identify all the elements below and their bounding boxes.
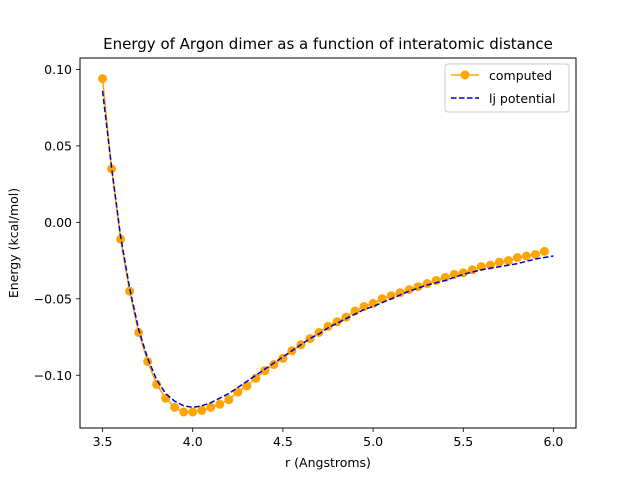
data-point: [179, 407, 189, 417]
data-point: [143, 356, 153, 366]
x-tick-label: 4.5: [273, 434, 293, 449]
data-point: [224, 395, 234, 405]
data-point: [215, 399, 225, 409]
legend-computed-marker: [460, 70, 470, 80]
data-point: [98, 74, 108, 84]
data-point: [314, 327, 324, 337]
data-point: [431, 275, 441, 285]
data-point: [161, 393, 171, 403]
legend-lj-label: lj potential: [489, 91, 556, 106]
data-point: [503, 256, 513, 266]
data-point: [521, 251, 531, 261]
y-tick-label: 0.10: [44, 62, 72, 77]
y-axis-label: Energy (kcal/mol): [6, 188, 21, 298]
x-tick-label: 5.5: [453, 434, 473, 449]
data-point: [170, 402, 180, 412]
data-point: [188, 407, 198, 417]
data-point: [494, 257, 504, 267]
x-tick-label: 6.0: [544, 434, 564, 449]
y-tick-label: −0.05: [34, 291, 72, 306]
data-point: [368, 298, 378, 308]
legend: computed lj potential: [444, 63, 570, 113]
plot-area: [98, 74, 554, 417]
data-point: [251, 373, 261, 383]
data-point: [530, 249, 540, 259]
data-point: [440, 272, 450, 282]
data-point: [539, 246, 549, 256]
legend-box: [444, 63, 570, 113]
x-tick-label: 3.5: [93, 434, 113, 449]
data-point: [395, 288, 405, 298]
y-tick-label: 0.00: [44, 215, 72, 230]
data-point: [206, 402, 216, 412]
data-point: [359, 301, 369, 311]
axis-ticks: 3.5 4.0 4.5 5.0 5.5 6.0 0.10 0.05 0.00 −0.05 −0.10: [34, 62, 564, 449]
data-point: [512, 253, 522, 263]
legend-computed-label: computed: [489, 68, 552, 83]
data-point: [305, 334, 315, 344]
x-axis-label: r (Angstroms): [285, 455, 371, 470]
y-tick-label: 0.05: [44, 138, 72, 153]
x-tick-label: 4.0: [183, 434, 203, 449]
data-point: [107, 164, 117, 174]
data-point: [134, 327, 144, 337]
plot-frame: [79, 57, 577, 429]
y-tick-label: −0.10: [34, 368, 72, 383]
data-point: [449, 269, 459, 279]
series-line-1: [101, 90, 554, 409]
data-point: [242, 381, 252, 391]
data-point: [341, 312, 351, 322]
chart-title: Energy of Argon dimer as a function of i…: [103, 35, 553, 53]
data-point: [422, 279, 432, 289]
data-point: [269, 360, 279, 370]
x-tick-label: 5.0: [363, 434, 383, 449]
data-point: [197, 405, 207, 415]
